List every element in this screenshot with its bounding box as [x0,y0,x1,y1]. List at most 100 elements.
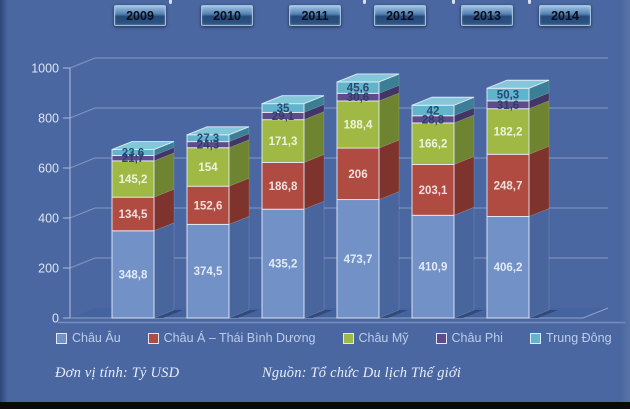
year-tab-2010[interactable]: 2010 [201,5,253,26]
bar-segment [411,122,455,165]
cropped-title-fragment [363,0,366,4]
year-tab-2014[interactable]: 2014 [539,5,591,26]
legend-label: Châu Âu [72,331,121,345]
bar-segment-side [378,139,400,200]
unit-note: Đơn vị tính: Tỷ USD [55,365,180,381]
bar-segment-side [303,200,325,319]
bar-2012 [336,73,408,319]
bar-segment-side [303,111,325,163]
bar-value-label: 182,2 [494,127,523,139]
bar-top-face [111,141,175,150]
year-tab-2011[interactable]: 2011 [289,5,341,26]
bar-segment [261,208,305,319]
bar-segment-side [528,145,550,217]
bar-segment [261,162,305,210]
bar-value-label: 50,3 [497,90,519,102]
bar-value-label: 154 [198,162,218,174]
bar-segment [336,199,380,319]
bar-segment-side [378,92,400,149]
bar-value-label: 406,2 [494,262,523,274]
bar-value-label: 24,3 [197,140,219,152]
bar-segment-side [453,206,475,319]
legend-swatch-icon [342,332,354,344]
bar-segment [336,147,380,201]
bar-value-label: 31,6 [497,100,519,112]
bar-segment-side [303,154,325,210]
chart-legend: Châu Âu Châu Á – Thái Bình Dương Châu Mỹ… [56,331,612,345]
bar-top-face [336,73,400,83]
floor-front-edge [70,307,609,319]
bar-segment [261,119,305,163]
bar-shadow [154,310,183,318]
legend-swatch-icon [529,332,541,344]
legend-item-trung-dong: Trung Đông [529,331,612,345]
y-axis-tick-label: 200 [38,262,59,276]
cropped-title-fragment [169,0,172,4]
cropped-title-fragment [528,0,531,4]
bar-segment-side [528,208,550,319]
bar-value-label: 29,1 [272,111,295,123]
bar-value-label: 28,8 [422,114,445,126]
legend-label: Châu Á – Thái Bình Dương [163,331,316,345]
bar-value-label: 21,7 [122,153,144,165]
legend-swatch-icon [435,332,447,344]
y-axis-tick-label: 600 [38,162,59,176]
bar-2013 [411,96,483,319]
bar-segment-side [378,191,400,319]
legend-swatch-icon [56,332,67,344]
bar-shadow [454,310,483,318]
bar-shadow [379,310,408,318]
bar-segment-side [453,156,475,216]
source-note: Nguồn: Tổ chức Du lịch Thế giới [262,365,462,381]
bar-value-label: 134,5 [119,209,148,221]
bar-segment [336,100,380,149]
bar-value-label: 203,1 [419,185,448,197]
bar-segment [411,164,455,216]
legend-label: Trung Đông [545,331,612,345]
year-tab-2012[interactable]: 2012 [374,5,426,26]
bar-value-label: 145,2 [119,174,148,186]
bar-top-face [186,126,250,136]
bar-segment-side [228,216,250,319]
bar-value-label: 186,8 [269,181,298,193]
bar-top-face [486,79,550,89]
right-edge-shading [620,0,630,402]
legend-label: Châu Mỹ [358,331,409,345]
bar-segment [111,230,155,319]
bar-segment [411,214,455,319]
bar-segment [486,153,530,217]
legend-item-chau-au: Châu Âu [56,331,121,345]
bar-segment [486,108,530,155]
bar-shadow [304,310,333,318]
bar-value-label: 248,7 [494,180,523,192]
y-axis-tick-label: 400 [38,212,59,226]
bar-value-label: 45,6 [347,83,369,95]
bar-value-label: 435,2 [269,259,298,271]
bar-shadow [229,310,258,318]
bar-segment-side [153,222,175,319]
bar-segment [111,196,155,232]
bottom-black-bar [0,402,630,409]
bar-shadow [529,310,558,318]
bar-2011 [261,95,333,319]
bar-value-label: 374,5 [194,266,223,278]
bar-top-face [411,96,475,106]
legend-label: Châu Phi [451,331,503,345]
year-tab-2009[interactable]: 2009 [114,5,166,26]
y-axis-tick-label: 0 [52,312,59,326]
year-tab-2013[interactable]: 2013 [461,5,513,26]
legend-item-chau-a-tbd: Châu Á – Thái Bình Dương [147,331,316,345]
gridline [69,57,608,69]
bar-segment-side [528,100,550,155]
bar-value-label: 188,4 [344,120,373,132]
legend-swatch-icon [147,332,159,344]
bar-value-label: 410,9 [419,262,448,274]
bar-value-label: 23,6 [122,148,144,160]
bar-value-label: 152,6 [194,200,223,212]
legend-item-chau-phi: Châu Phi [435,331,503,345]
bar-value-label: 348,8 [119,269,148,281]
bar-2010 [186,126,258,319]
bar-value-label: 42 [427,106,440,118]
